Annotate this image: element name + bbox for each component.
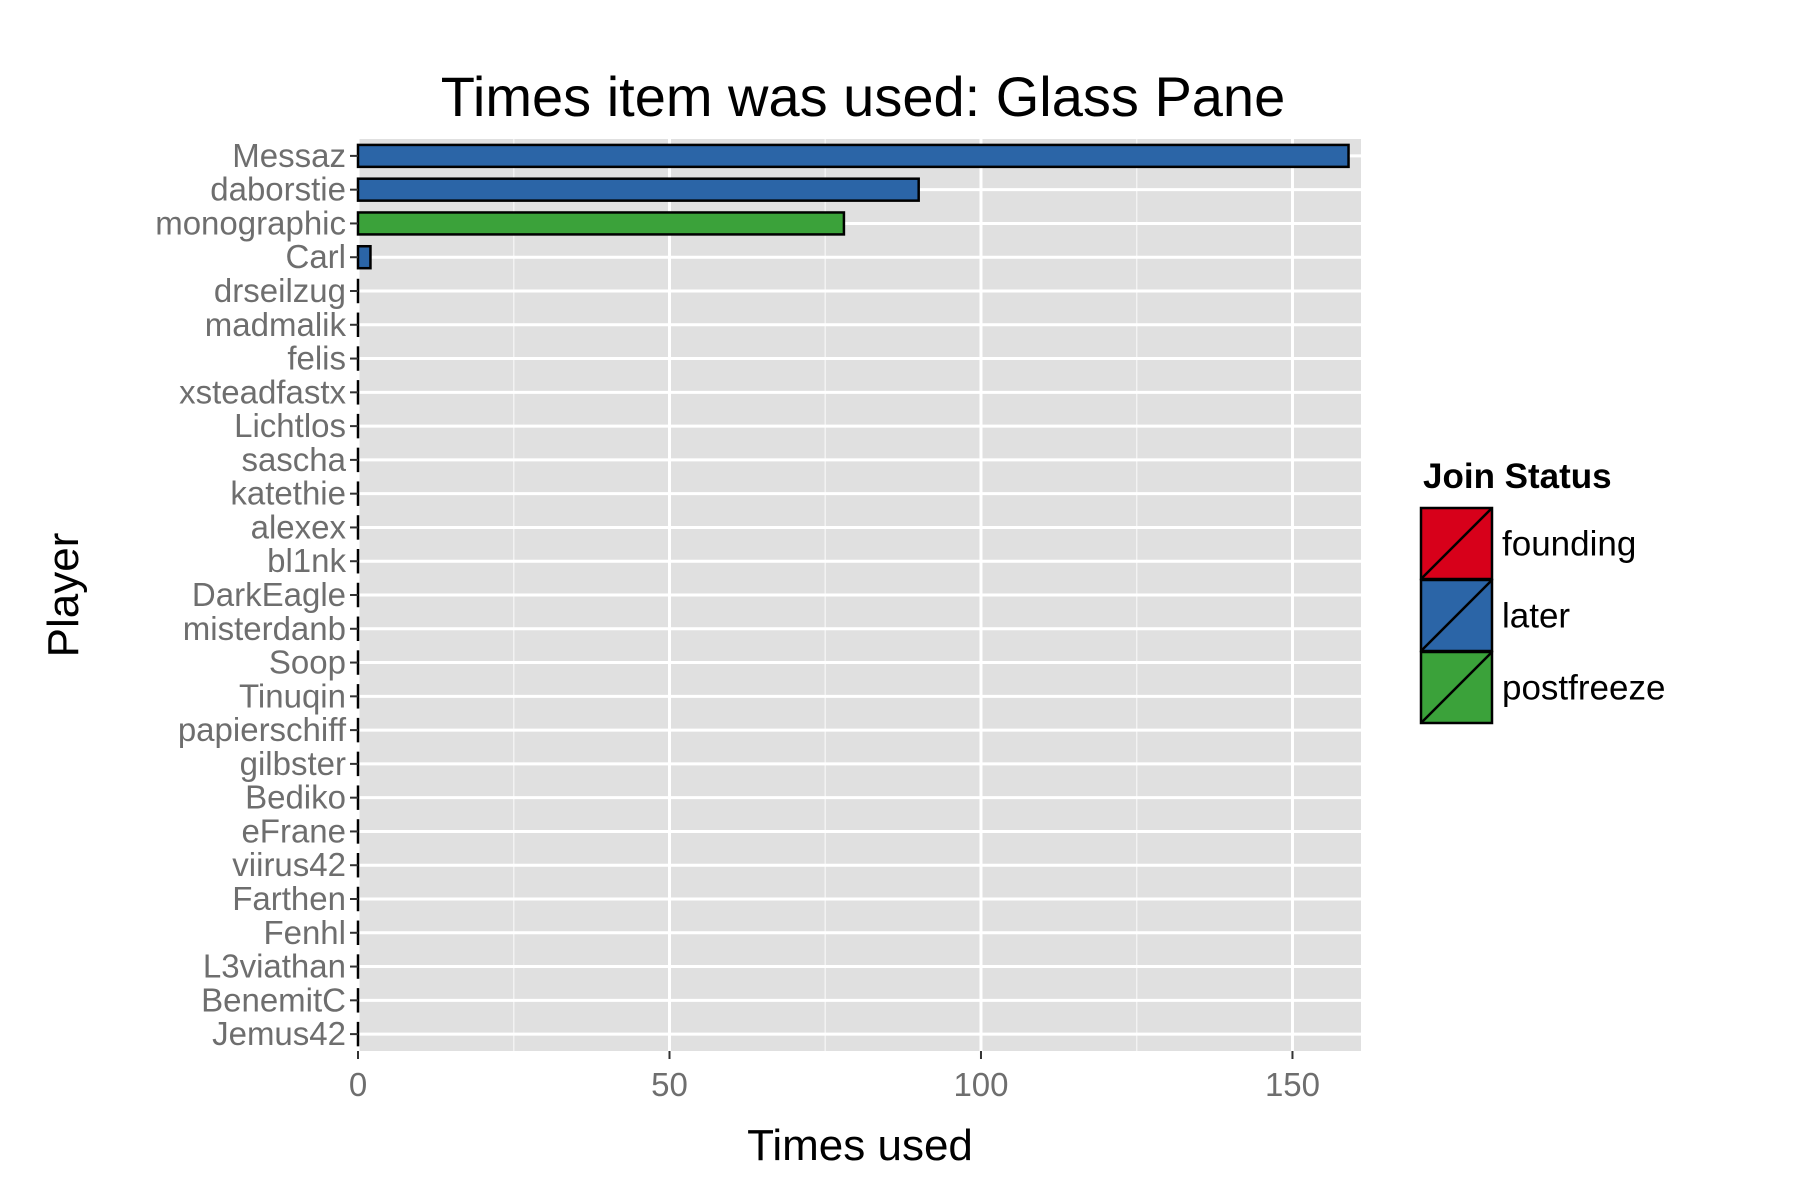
y-tick-label: DarkEagle [192,576,346,613]
y-tick-label: gilbster [240,745,346,782]
legend: Join Status founding later postfreeze [1419,457,1665,725]
y-tick-label: viirus42 [232,846,346,883]
y-tick-label: Fenhl [263,914,346,951]
legend-title: Join Status [1423,457,1612,496]
y-tick-label: Messaz [232,137,346,174]
legend-key-diagonal [1420,579,1493,652]
legend-label-later: later [1502,597,1570,636]
x-tick-label: 150 [1265,1066,1320,1103]
y-tick-label: madmalik [205,306,347,343]
legend-key-diagonal [1420,651,1493,724]
y-tick-label: felis [287,340,346,377]
y-tick-label: Bediko [245,779,346,816]
bar-Carl [356,244,372,270]
y-tick-label: bl1nk [267,542,346,579]
y-tick-label: L3viathan [203,948,346,985]
y-tick-label: papierschiff [178,711,347,748]
legend-label-postfreeze: postfreeze [1502,669,1665,708]
y-tick-label: Lichtlos [234,407,346,444]
y-tick-label: Soop [269,644,346,681]
x-tick-label: 50 [651,1066,688,1103]
y-tick-label: sascha [241,441,346,478]
bar-daborstie [356,177,920,202]
y-tick-label: drseilzug [214,272,346,309]
bar-monographic [356,211,846,236]
x-tick-label: 100 [953,1066,1008,1103]
y-tick-label: BenemitC [201,981,346,1018]
y-tick-label: xsteadfastx [179,373,346,410]
y-tick-label: katethie [230,475,346,512]
y-tick-label: monographic [155,204,346,241]
y-tick-label: Jemus42 [212,1015,346,1052]
y-tick-label: Farthen [232,880,346,917]
chart-title: Times item was used: Glass Pane [441,65,1285,128]
x-tick-label: 0 [349,1066,367,1103]
legend-key-diagonal [1420,507,1493,580]
y-tick-label: eFrane [241,812,346,849]
y-axis-title: Player [39,533,88,658]
y-tick-label: daborstie [210,171,346,208]
x-axis-title: Times used [747,1121,973,1170]
y-tick-label: alexex [251,508,347,545]
x-axis: 0 50 100 150 [349,1051,1320,1103]
y-tick-label: Tinuqin [239,677,346,714]
legend-label-founding: founding [1502,525,1636,564]
y-tick-label: misterdanb [183,610,346,647]
bar-Messaz [356,143,1350,169]
y-axis: MessazdaborstiemonographicCarldrseilzugm… [155,137,358,1052]
y-tick-label: Carl [285,238,346,275]
